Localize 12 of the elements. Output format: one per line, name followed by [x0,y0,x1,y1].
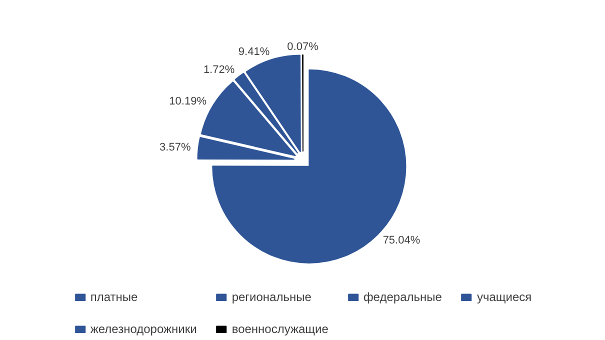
legend-label: железнодорожники [90,322,197,336]
data-label: 9.41% [238,46,270,58]
legend-label: федеральные [363,290,442,304]
legend-label: платные [90,290,138,304]
data-label: 0.07% [287,41,319,54]
data-label: 10.19% [169,95,207,108]
data-label: 3.57% [160,141,191,154]
legend-label: региональные [232,290,312,304]
data-label: 75.04% [382,234,420,246]
data-label: 1.72% [203,64,235,76]
legend-label: учащиеся [476,290,532,304]
legend-label: военнослужащие [232,322,328,336]
